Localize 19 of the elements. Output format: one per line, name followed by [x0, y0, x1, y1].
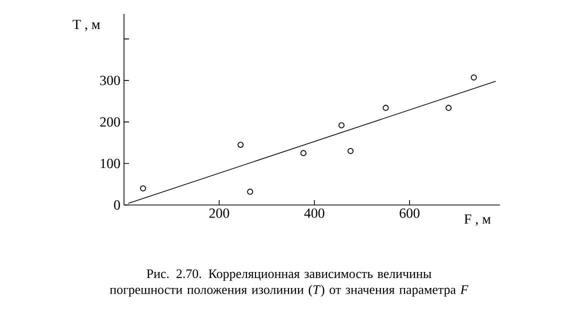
- y-tick-label: 0: [114, 200, 120, 210]
- point: [470, 74, 477, 81]
- point: [446, 104, 452, 111]
- y-axis-title: T , м: [72, 20, 100, 32]
- point: [140, 185, 146, 192]
- point: [338, 122, 345, 128]
- point: [300, 150, 306, 156]
- x-tick-label: 200: [209, 208, 230, 218]
- x-tick-label: 400: [304, 208, 324, 218]
- text: Рис. 2.70. Корреляционная зависимость величины погрешности положения изолинии (T) от значения параметра F: [110, 269, 468, 297]
- point: [238, 142, 244, 148]
- point: [348, 148, 354, 154]
- x-axis-title: F , м: [464, 214, 491, 226]
- x-tick-label: 600: [400, 208, 420, 218]
- point: [382, 104, 389, 111]
- point: [247, 188, 254, 195]
- y-tick-label: 100: [100, 158, 120, 168]
- y-tick-label: 300: [100, 76, 120, 86]
- y-tick-label: 200: [100, 117, 120, 127]
